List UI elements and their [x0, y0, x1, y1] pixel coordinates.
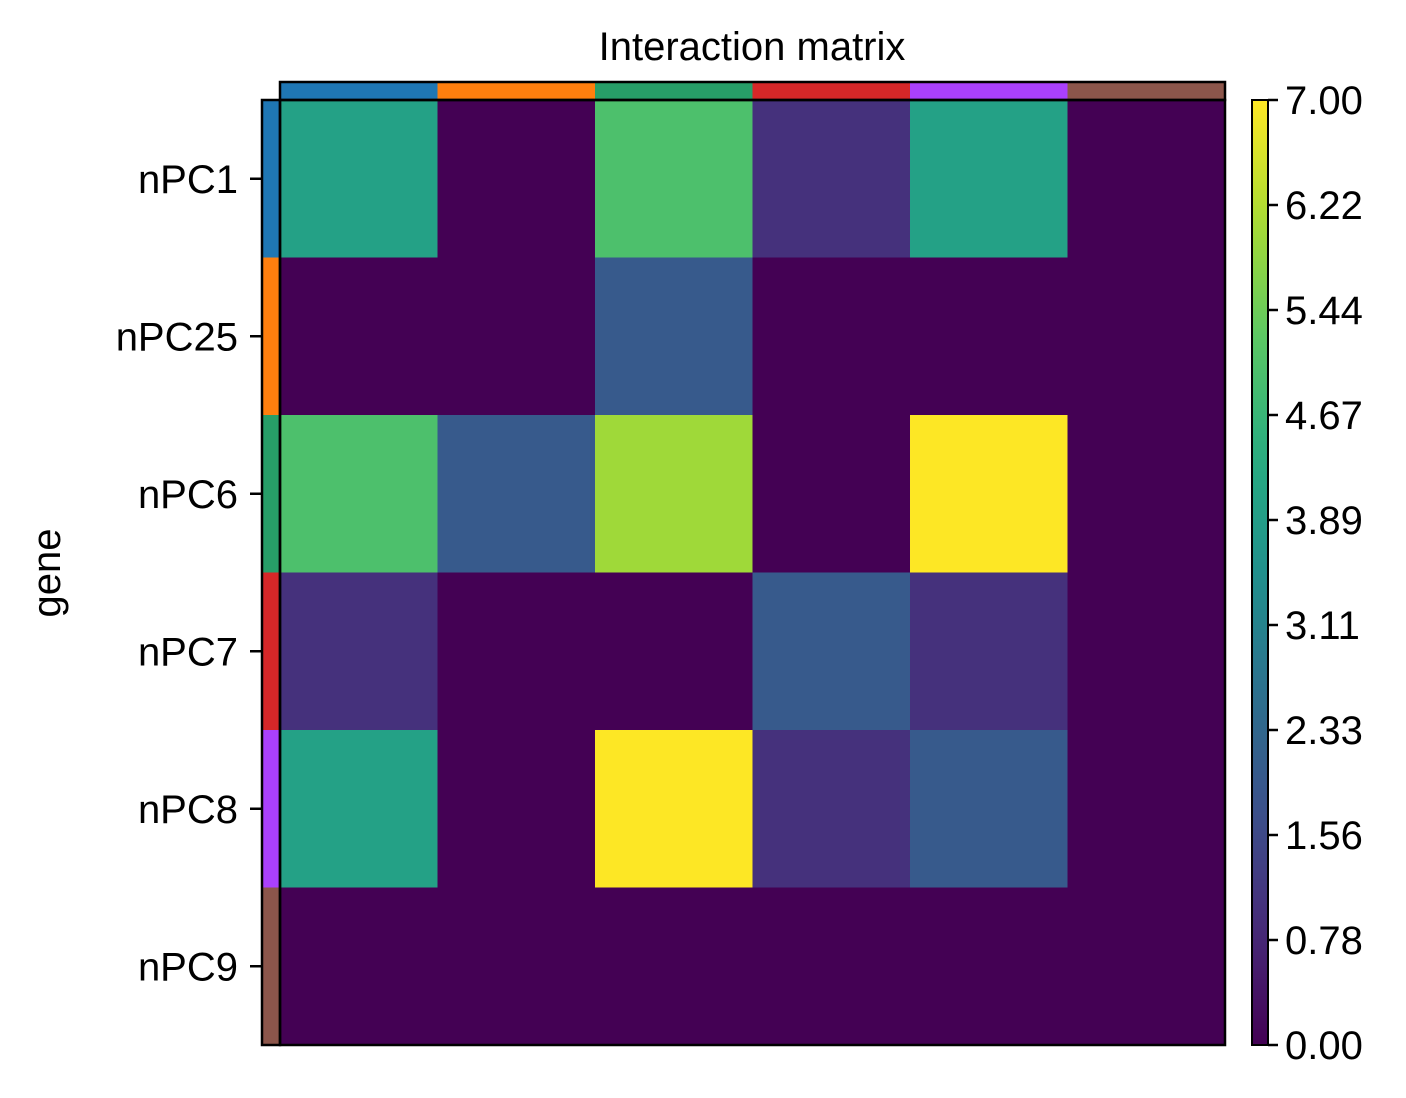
heatmap-cell-nPC7-col2: [437, 572, 596, 731]
heatmap-cell-nPC1-col2: [437, 100, 596, 259]
heatmap-cell-nPC6-col4: [752, 415, 911, 574]
colorbar-tick-label-1.56: 1.56: [1285, 814, 1363, 858]
row-color-strip-nPC9: [262, 887, 280, 1046]
heatmap-cell-nPC6-col6: [1067, 415, 1226, 574]
heatmap-cell-nPC7-col3: [595, 572, 754, 731]
y-tick-label-nPC8: nPC8: [138, 788, 238, 832]
column-color-strip-6: [1067, 82, 1226, 100]
colorbar-tick-label-5.44: 5.44: [1285, 289, 1363, 333]
heatmap-cell-nPC9-col2: [437, 887, 596, 1046]
heatmap-cell-nPC7-col1: [280, 572, 439, 731]
heatmap-cell-nPC8-col4: [752, 730, 911, 889]
colorbar-tick-label-3.89: 3.89: [1285, 499, 1363, 543]
heatmap-cell-nPC8-col1: [280, 730, 439, 889]
heatmap-cell-nPC6-col3: [595, 415, 754, 574]
heatmap-cell-nPC25-col6: [1067, 257, 1226, 416]
heatmap-cells: [280, 100, 1226, 1046]
row-color-strip-nPC7: [262, 572, 280, 731]
heatmap-cell-nPC8-col2: [437, 730, 596, 889]
column-color-strip-5: [910, 82, 1069, 100]
colorbar-tick-label-2.33: 2.33: [1285, 709, 1363, 753]
heatmap-cell-nPC25-col5: [910, 257, 1069, 416]
column-color-strip-1: [280, 82, 439, 100]
colorbar-tick-label-4.67: 4.67: [1285, 394, 1363, 438]
y-axis-label: gene: [25, 529, 69, 618]
plot-frames: [260, 80, 1227, 1047]
heatmap-cell-nPC8-col6: [1067, 730, 1226, 889]
heatmap-cell-nPC1-col5: [910, 100, 1069, 259]
heatmap-cell-nPC6-col1: [280, 415, 439, 574]
row-color-strip-nPC6: [262, 415, 280, 574]
y-tick-label-nPC7: nPC7: [138, 630, 238, 674]
column-color-strips: [280, 82, 1226, 100]
row-color-strip-nPC1: [262, 100, 280, 259]
heatmap-cell-nPC9-col3: [595, 887, 754, 1046]
colorbar: 0.00 0.78 1.56 2.33 3.11 3.89 4.67 5.44 6.22 7.00: [1251, 79, 1363, 1068]
colorbar-gradient: [1251, 99, 1269, 1046]
row-color-strip-nPC25: [262, 257, 280, 416]
heatmap-cell-nPC1-col1: [280, 100, 439, 259]
y-tick-label-nPC1: nPC1: [138, 158, 238, 202]
heatmap-cell-nPC9-col4: [752, 887, 911, 1046]
heatmap-cell-nPC25-col4: [752, 257, 911, 416]
column-color-strip-3: [595, 82, 754, 100]
heatmap-cell-nPC9-col6: [1067, 887, 1226, 1046]
colorbar-tick-label-0.78: 0.78: [1285, 919, 1363, 963]
y-axis-ticks: nPC1 nPC25 nPC6 nPC7 nPC8 nPC9: [116, 158, 262, 989]
heatmap-cell-nPC1-col6: [1067, 100, 1226, 259]
heatmap-cell-nPC8-col3: [595, 730, 754, 889]
column-strip-frame: [278, 80, 1227, 102]
row-color-strip-nPC8: [262, 730, 280, 889]
colorbar-tick-label-7.00: 7.00: [1285, 79, 1363, 123]
heatmap-cell-nPC7-col5: [910, 572, 1069, 731]
heatmap-cell-nPC25-col2: [437, 257, 596, 416]
heatmap-cell-nPC8-col5: [910, 730, 1069, 889]
colorbar-tick-label-0.00: 0.00: [1285, 1024, 1363, 1068]
heatmap-cell-nPC25-col1: [280, 257, 439, 416]
y-tick-label-nPC9: nPC9: [138, 945, 238, 989]
heatmap-cell-nPC6-col2: [437, 415, 596, 574]
y-tick-label-nPC6: nPC6: [138, 473, 238, 517]
column-color-strip-2: [437, 82, 596, 100]
heatmap-cell-nPC6-col5: [910, 415, 1069, 574]
heatmap-cell-nPC1-col4: [752, 100, 911, 259]
y-tick-label-nPC25: nPC25: [116, 315, 238, 359]
heatmap-cell-nPC9-col1: [280, 887, 439, 1046]
colorbar-tick-label-3.11: 3.11: [1285, 604, 1360, 648]
heatmap-cell-nPC7-col6: [1067, 572, 1226, 731]
row-color-strips: [262, 100, 280, 1046]
column-color-strip-4: [752, 82, 911, 100]
colorbar-tick-label-6.22: 6.22: [1285, 184, 1363, 228]
chart-title: Interaction matrix: [599, 25, 906, 69]
row-strip-frame: [260, 98, 282, 1047]
heatmap-cell-nPC1-col3: [595, 100, 754, 259]
heatmap-cell-nPC25-col3: [595, 257, 754, 416]
heatmap-cell-nPC7-col4: [752, 572, 911, 731]
heatmap-cell-nPC9-col5: [910, 887, 1069, 1046]
